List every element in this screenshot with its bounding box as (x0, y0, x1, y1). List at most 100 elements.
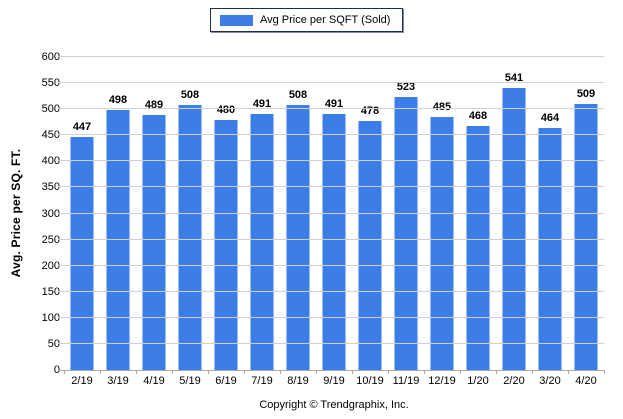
gridline (58, 108, 604, 110)
bar-column: 464 (532, 57, 568, 370)
y-tick-label: 100 (41, 311, 60, 324)
y-tick-label: 550 (41, 77, 60, 90)
x-axis-tick (280, 370, 281, 374)
legend-swatch-icon (220, 14, 253, 26)
bar-value-label: 523 (396, 81, 416, 93)
bar (178, 105, 202, 370)
y-tick-label: 300 (41, 207, 60, 220)
gridline (58, 342, 604, 344)
x-tick-label: 6/19 (215, 375, 237, 387)
gridline (58, 316, 604, 318)
bar (322, 114, 346, 370)
y-tick-label: 150 (41, 285, 60, 298)
y-tick-label: 200 (41, 259, 60, 272)
bar-value-label: 478 (360, 105, 380, 117)
x-axis-tick (316, 370, 317, 374)
bar-column: 447 (64, 57, 100, 370)
bar-column: 508 (172, 57, 208, 370)
bar-column: 523 (388, 57, 424, 370)
legend-label: Avg Price per SQFT (Sold) (260, 14, 391, 26)
x-tick-label: 1/20 (467, 375, 489, 387)
x-axis-tick (424, 370, 425, 374)
gridline (58, 290, 604, 292)
x-tick-label: 5/19 (179, 375, 201, 387)
bar (394, 97, 418, 370)
bar-value-label: 480 (216, 104, 236, 116)
bar-value-label: 508 (288, 89, 308, 101)
bar-value-label: 491 (252, 98, 272, 110)
bar-value-label: 489 (144, 99, 164, 111)
gridline (58, 134, 604, 136)
bar-value-label: 498 (108, 94, 128, 106)
bar-column: 468 (460, 57, 496, 370)
x-axis-line (58, 370, 604, 371)
y-tick-label: 0 (53, 364, 60, 376)
bar-column: 491 (244, 57, 280, 370)
bar-value-label: 509 (576, 88, 596, 100)
bar-value-label: 468 (468, 110, 488, 122)
bar (538, 128, 562, 370)
x-tick-label: 2/19 (71, 375, 93, 387)
bar (502, 88, 526, 370)
bar (106, 110, 130, 370)
y-tick-label: 350 (41, 181, 60, 194)
x-axis-tick (352, 370, 353, 374)
bar-column: 509 (568, 57, 604, 370)
x-axis-tick (208, 370, 209, 374)
bar (466, 126, 490, 370)
plot-area: 447 498 489 508 480 491 508 491 478 523 485 468 541 4… (58, 56, 604, 371)
bar (214, 120, 238, 370)
gridline (58, 264, 604, 266)
copyright-text: Copyright © Trendgraphix, Inc. (259, 399, 409, 411)
bar-column: 480 (208, 57, 244, 370)
x-tick-label: 12/19 (428, 375, 456, 387)
bar-column: 508 (280, 57, 316, 370)
bar-value-label: 491 (324, 98, 344, 110)
x-axis-tick (100, 370, 101, 374)
x-axis-tick (496, 370, 497, 374)
gridline (58, 82, 604, 84)
y-tick-label: 500 (41, 103, 60, 116)
x-tick-label: 4/20 (575, 375, 597, 387)
x-axis-tick (532, 370, 533, 374)
bars-container: 447 498 489 508 480 491 508 491 478 523 485 468 541 4… (64, 57, 604, 370)
bar (430, 117, 454, 370)
gridline (58, 56, 604, 58)
gridline (58, 186, 604, 188)
x-tick-label: 7/19 (251, 375, 273, 387)
bar-value-label: 508 (180, 89, 200, 101)
gridline (58, 160, 604, 162)
y-axis-tick-labels: 0 50 100 150 200 250 300 350 400 450 500 550 600 (28, 52, 60, 376)
x-tick-label: 11/19 (392, 375, 420, 387)
bar-column: 498 (100, 57, 136, 370)
bar-value-label: 464 (540, 112, 560, 124)
bar (574, 104, 598, 370)
x-axis-tick (604, 370, 605, 374)
x-tick-label: 3/19 (107, 375, 129, 387)
bar (358, 121, 382, 370)
bar-column: 541 (496, 57, 532, 370)
x-axis-tick (244, 370, 245, 374)
bar-column: 485 (424, 57, 460, 370)
y-tick-label: 250 (41, 233, 60, 246)
y-tick-label: 600 (41, 51, 60, 63)
y-tick-label: 450 (41, 129, 60, 142)
bar-column: 478 (352, 57, 388, 370)
bar (250, 114, 274, 370)
bar-value-label: 485 (432, 101, 452, 113)
y-tick-label: 50 (47, 337, 60, 350)
x-tick-label: 3/20 (539, 375, 561, 387)
bar-column: 491 (316, 57, 352, 370)
bar (70, 137, 94, 370)
chart-legend: Avg Price per SQFT (Sold) (210, 8, 404, 32)
gridline (58, 212, 604, 214)
bar-value-label: 541 (504, 72, 524, 84)
y-tick-label: 400 (41, 155, 60, 168)
x-tick-label: 10/19 (356, 375, 384, 387)
y-axis-title: Avg. Price per SQ. FT. (9, 148, 23, 278)
bar-value-label: 447 (72, 121, 92, 133)
x-tick-label: 8/19 (287, 375, 309, 387)
bar-column: 489 (136, 57, 172, 370)
x-axis-tick-labels: 2/19 3/19 4/19 5/19 6/19 7/19 8/19 9/19 10/19 11/… (64, 375, 604, 387)
